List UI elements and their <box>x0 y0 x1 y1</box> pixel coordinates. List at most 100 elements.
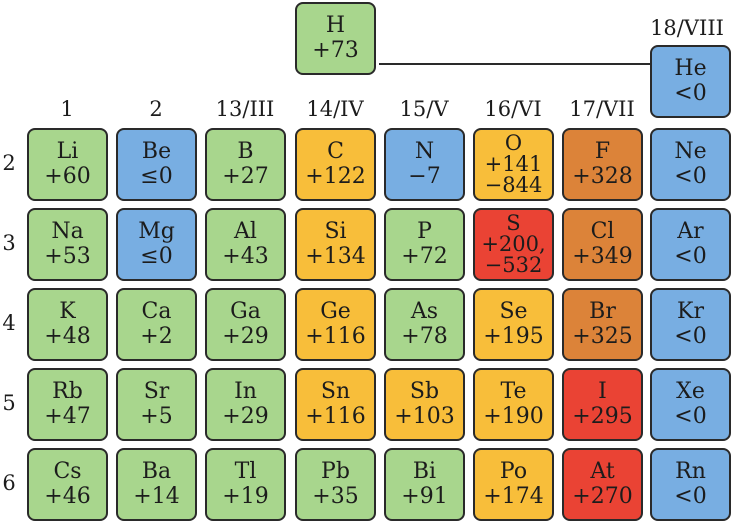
element-symbol: In <box>234 378 257 404</box>
element-cell-i: I +295 <box>562 368 643 441</box>
electron-affinity-value: −844 <box>484 173 543 197</box>
electron-affinity-value: +295 <box>572 403 633 429</box>
period-label: 5 <box>2 391 16 415</box>
element-cell-as: As +78 <box>384 288 465 361</box>
electron-affinity-value: +141 <box>484 152 543 176</box>
element-symbol: Sr <box>143 378 170 404</box>
electron-affinity-value: <0 <box>674 323 707 349</box>
element-cell-na: Na +53 <box>27 208 108 281</box>
electron-affinity-value: +325 <box>572 323 633 349</box>
electron-affinity-value: +349 <box>572 243 633 269</box>
electron-affinity-value: +35 <box>312 483 359 509</box>
element-symbol: Bi <box>412 458 437 484</box>
element-symbol: Br <box>589 298 616 324</box>
electron-affinity-value: −7 <box>408 163 441 189</box>
group-label: 1 <box>60 97 74 121</box>
element-symbol: Ca <box>141 298 172 324</box>
group-label: 15/V <box>399 97 449 121</box>
electron-affinity-value: +72 <box>401 243 448 269</box>
element-symbol: B <box>237 138 254 164</box>
electron-affinity-value: <0 <box>674 483 707 509</box>
electron-affinity-value: +29 <box>222 403 269 429</box>
element-symbol: Ge <box>320 298 351 324</box>
element-cell-li: Li +60 <box>27 128 108 201</box>
element-cell-po: Po +174 <box>473 448 554 521</box>
element-symbol: Rb <box>52 378 83 404</box>
electron-affinity-value: +190 <box>483 403 544 429</box>
element-symbol: Mg <box>138 218 175 244</box>
group-label: 16/VI <box>484 97 542 121</box>
electron-affinity-value: ≤0 <box>140 163 173 189</box>
element-symbol: Tl <box>234 458 257 484</box>
electron-affinity-value: +134 <box>305 243 366 269</box>
element-cell-ba: Ba +14 <box>116 448 197 521</box>
element-cell-cl: Cl +349 <box>562 208 643 281</box>
group-label-18: 18/VIII <box>650 16 724 40</box>
element-symbol: F <box>594 138 611 164</box>
electron-affinity-value: +5 <box>140 403 173 429</box>
element-cell-o: O +141 −844 <box>473 128 554 201</box>
element-symbol: I <box>598 378 607 404</box>
element-cell-h: H +73 <box>295 2 376 75</box>
element-cell-ca: Ca +2 <box>116 288 197 361</box>
element-cell-kr: Kr <0 <box>650 288 731 361</box>
period-label: 3 <box>2 231 16 255</box>
element-symbol: Ar <box>677 218 704 244</box>
element-cell-si: Si +134 <box>295 208 376 281</box>
group-label: 14/IV <box>306 97 364 121</box>
element-cell-sb: Sb +103 <box>384 368 465 441</box>
element-cell-al: Al +43 <box>205 208 286 281</box>
element-symbol: As <box>410 298 439 324</box>
element-symbol: K <box>59 298 76 324</box>
electron-affinity-value: <0 <box>674 243 707 269</box>
element-symbol: He <box>674 55 707 81</box>
electron-affinity-value: +200, <box>481 232 546 256</box>
element-cell-sn: Sn +116 <box>295 368 376 441</box>
electron-affinity-value: +328 <box>572 163 633 189</box>
element-cell-he: He <0 <box>650 45 731 118</box>
electron-affinity-value: +78 <box>401 323 448 349</box>
electron-affinity-value: +91 <box>401 483 448 509</box>
element-cell-bi: Bi +91 <box>384 448 465 521</box>
element-cell-k: K +48 <box>27 288 108 361</box>
element-symbol: Li <box>56 138 79 164</box>
element-symbol: Te <box>500 378 527 404</box>
element-cell-s: S +200, −532 <box>473 208 554 281</box>
element-cell-in: In +29 <box>205 368 286 441</box>
electron-affinity-value: +103 <box>394 403 455 429</box>
electron-affinity-value: +122 <box>305 163 366 189</box>
group-label: 13/III <box>215 97 275 121</box>
electron-affinity-value: +270 <box>572 483 633 509</box>
element-cell-n: N −7 <box>384 128 465 201</box>
element-cell-f: F +328 <box>562 128 643 201</box>
element-symbol: Si <box>324 218 347 244</box>
element-symbol: Be <box>141 138 172 164</box>
element-cell-pb: Pb +35 <box>295 448 376 521</box>
element-symbol: Sn <box>320 378 351 404</box>
element-symbol: Ga <box>230 298 261 324</box>
element-cell-ga: Ga +29 <box>205 288 286 361</box>
element-symbol: Sb <box>409 378 440 404</box>
electron-affinity-value: +116 <box>305 403 366 429</box>
element-symbol: Cl <box>590 218 615 244</box>
element-cell-xe: Xe <0 <box>650 368 731 441</box>
element-cell-rn: Rn <0 <box>650 448 731 521</box>
electron-affinity-value: +116 <box>305 323 366 349</box>
element-cell-sr: Sr +5 <box>116 368 197 441</box>
element-cell-b: B +27 <box>205 128 286 201</box>
group-label: 2 <box>149 97 163 121</box>
group-label: 17/VII <box>569 97 635 121</box>
element-symbol: S <box>506 211 521 235</box>
element-cell-tl: Tl +19 <box>205 448 286 521</box>
element-symbol: Ba <box>141 458 172 484</box>
period-label: 6 <box>2 471 16 495</box>
element-cell-c: C +122 <box>295 128 376 201</box>
electron-affinity-value: <0 <box>674 163 707 189</box>
electron-affinity-value: +48 <box>44 323 91 349</box>
electron-affinity-value: +2 <box>140 323 173 349</box>
element-symbol: P <box>417 218 432 244</box>
element-cell-at: At +270 <box>562 448 643 521</box>
electron-affinity-value: +174 <box>483 483 544 509</box>
element-symbol: N <box>414 138 435 164</box>
